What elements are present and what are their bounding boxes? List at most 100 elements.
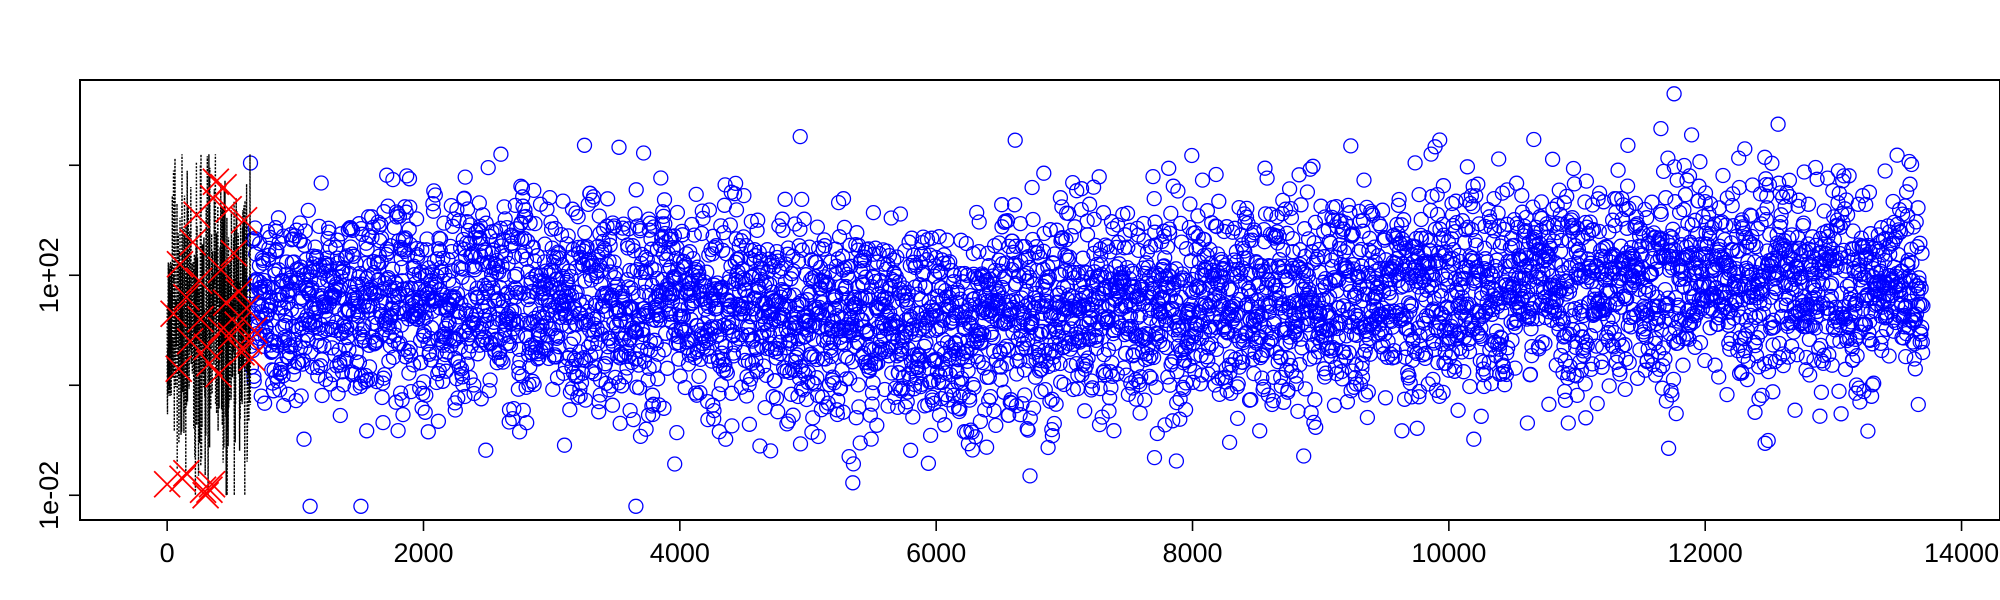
data-point bbox=[1548, 294, 1564, 310]
data-point bbox=[361, 359, 378, 375]
data-point bbox=[1230, 376, 1246, 392]
data-point bbox=[1730, 278, 1747, 294]
data-point bbox=[1718, 217, 1734, 233]
data-point bbox=[1170, 183, 1186, 199]
data-point bbox=[1317, 270, 1334, 287]
data-point bbox=[312, 358, 329, 374]
data-point bbox=[1644, 194, 1660, 210]
data-point bbox=[1283, 200, 1299, 217]
data-point bbox=[1360, 384, 1376, 400]
data-point bbox=[1026, 300, 1042, 317]
data-point bbox=[728, 202, 745, 218]
data-point bbox=[1750, 221, 1766, 237]
data-point bbox=[688, 186, 704, 203]
data-point bbox=[1124, 263, 1140, 279]
data-point bbox=[682, 244, 698, 260]
data-point bbox=[1021, 353, 1037, 369]
data-point bbox=[798, 391, 815, 408]
data-point bbox=[1423, 146, 1439, 162]
data-point bbox=[1407, 155, 1423, 171]
data-point bbox=[1440, 234, 1456, 250]
data-point bbox=[1582, 214, 1598, 230]
data-point bbox=[1566, 176, 1583, 192]
data-point bbox=[584, 364, 600, 380]
data-point bbox=[714, 242, 731, 258]
data-point bbox=[1775, 189, 1791, 205]
data-point bbox=[1181, 358, 1198, 374]
data-point bbox=[1162, 377, 1178, 393]
data-point bbox=[739, 288, 756, 304]
data-point bbox=[531, 350, 547, 366]
data-point bbox=[614, 378, 630, 394]
data-point bbox=[559, 272, 575, 288]
data-point bbox=[497, 211, 513, 227]
data-point bbox=[1182, 196, 1198, 212]
data-point bbox=[605, 220, 622, 236]
data-point bbox=[1665, 221, 1681, 237]
data-point bbox=[1531, 341, 1547, 357]
data-point bbox=[515, 312, 532, 329]
data-point bbox=[1658, 190, 1674, 206]
data-point bbox=[1383, 289, 1399, 306]
data-point bbox=[762, 335, 778, 352]
data-point bbox=[1004, 233, 1021, 249]
data-point bbox=[1561, 284, 1578, 300]
data-point bbox=[394, 259, 410, 276]
data-point bbox=[1264, 331, 1280, 347]
data-point bbox=[971, 243, 987, 260]
data-point bbox=[1140, 259, 1156, 276]
data-point bbox=[1764, 320, 1781, 336]
data-point bbox=[1357, 387, 1374, 403]
data-point bbox=[456, 190, 472, 206]
data-point bbox=[337, 338, 353, 354]
data-point bbox=[1165, 178, 1181, 194]
data-point bbox=[1161, 225, 1178, 241]
data-point bbox=[625, 411, 642, 428]
data-point bbox=[1662, 228, 1678, 244]
data-point bbox=[775, 222, 791, 238]
data-point bbox=[1486, 190, 1502, 207]
data-point bbox=[976, 327, 992, 343]
data-point bbox=[1617, 381, 1633, 398]
data-point bbox=[901, 234, 917, 250]
data-point bbox=[489, 252, 505, 269]
data-point bbox=[1672, 271, 1689, 287]
data-point bbox=[1499, 182, 1515, 198]
data-point bbox=[449, 201, 465, 218]
data-point bbox=[568, 352, 584, 369]
data-point bbox=[744, 269, 760, 285]
data-point bbox=[1424, 279, 1440, 295]
data-point bbox=[749, 364, 766, 380]
data-point bbox=[451, 359, 467, 375]
data-point bbox=[374, 389, 390, 406]
data-point bbox=[1492, 329, 1509, 345]
data-point bbox=[953, 232, 969, 248]
data-point bbox=[1680, 249, 1696, 265]
data-point bbox=[1260, 335, 1276, 351]
data-point bbox=[1219, 219, 1235, 235]
data-point bbox=[819, 276, 835, 292]
data-point bbox=[705, 228, 721, 244]
data-point bbox=[1330, 329, 1347, 345]
data-point bbox=[1446, 363, 1463, 379]
data-point bbox=[1467, 253, 1483, 269]
data-point bbox=[939, 232, 955, 248]
data-point bbox=[1605, 308, 1621, 325]
data-point bbox=[1239, 250, 1255, 266]
data-point bbox=[511, 424, 528, 440]
data-point bbox=[669, 204, 686, 221]
data-point bbox=[1719, 190, 1735, 206]
data-point bbox=[1483, 375, 1500, 392]
data-point bbox=[837, 327, 854, 343]
data-point bbox=[1012, 407, 1028, 423]
data-point bbox=[899, 394, 915, 410]
data-point bbox=[1083, 382, 1099, 398]
data-point bbox=[1211, 386, 1228, 403]
data-point bbox=[940, 255, 956, 272]
data-point bbox=[1101, 390, 1118, 406]
data-point bbox=[659, 360, 675, 376]
data-point bbox=[282, 283, 298, 299]
data-point bbox=[1132, 307, 1149, 323]
data-point bbox=[1221, 434, 1238, 451]
data-point bbox=[1342, 205, 1358, 221]
